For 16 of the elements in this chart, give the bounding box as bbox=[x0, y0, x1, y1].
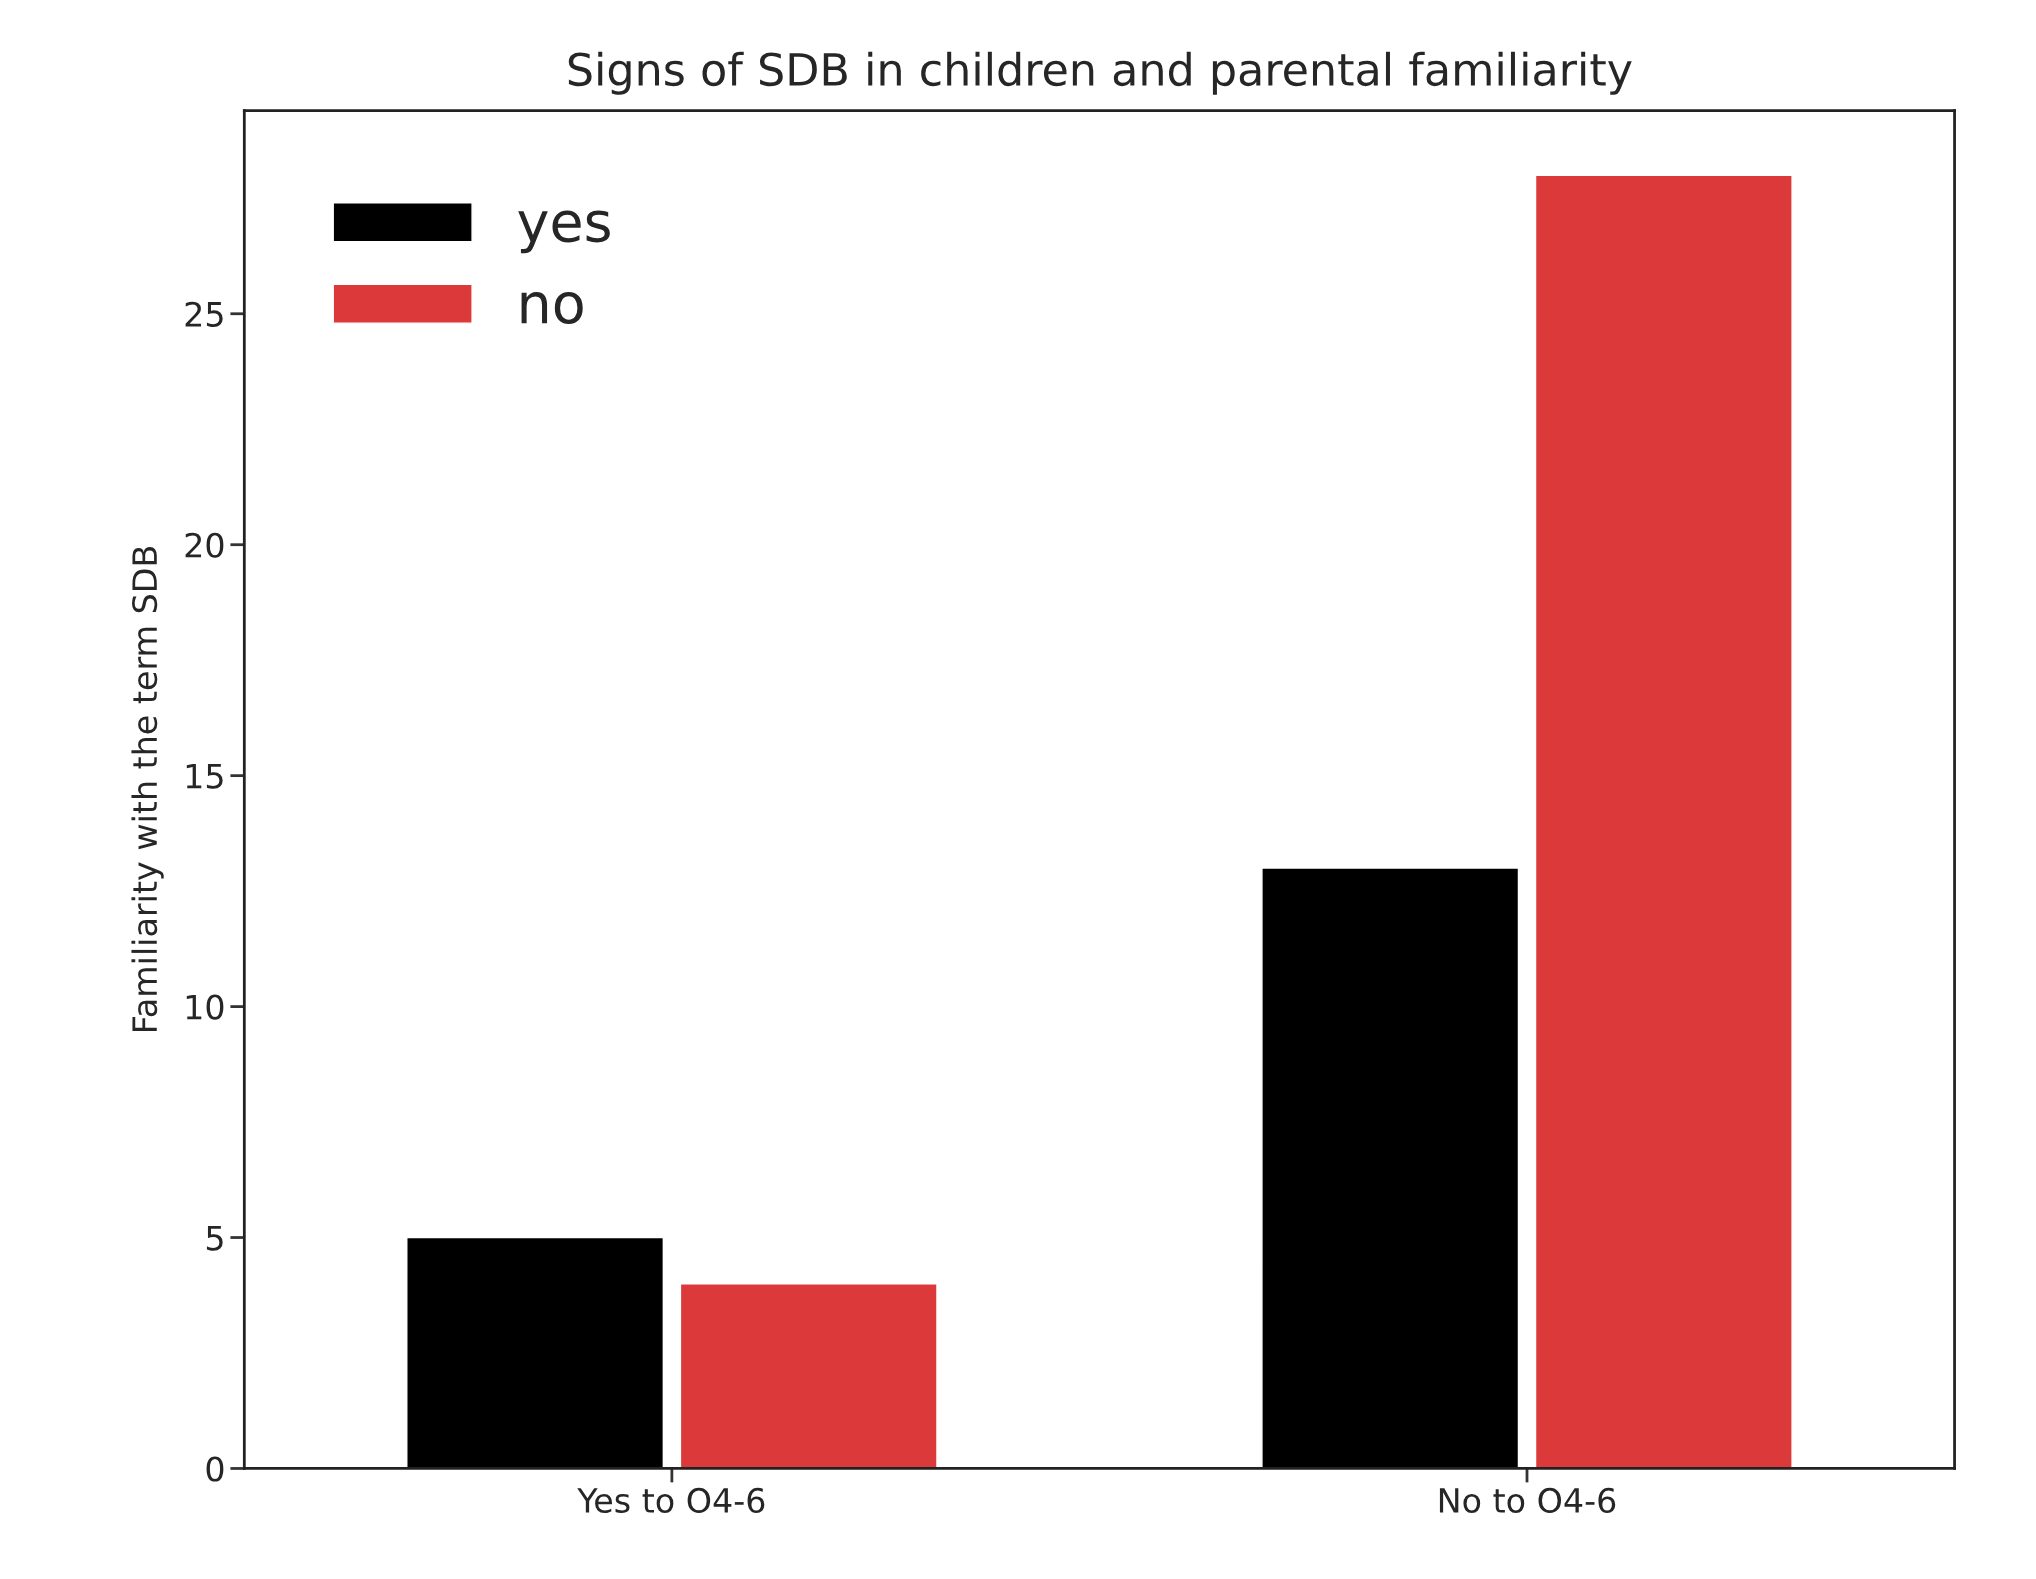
legend-label: no bbox=[521, 292, 583, 324]
bar bbox=[1534, 174, 1793, 1469]
x-tick-label: No to O4-6 bbox=[1439, 1487, 1616, 1514]
y-tick-label: 20 bbox=[185, 532, 224, 558]
y-tick-label: 25 bbox=[185, 301, 223, 327]
bar bbox=[679, 1283, 938, 1469]
y-tick-label: 15 bbox=[186, 764, 223, 789]
legend-label: yes bbox=[518, 210, 610, 254]
y-axis-title: Familiarity with the term SDB bbox=[131, 547, 164, 1032]
y-tick-label: 5 bbox=[206, 1225, 223, 1251]
y-tick-label: 0 bbox=[206, 1456, 224, 1482]
bar bbox=[406, 1236, 665, 1469]
y-tick-label: 10 bbox=[186, 994, 224, 1020]
x-tick-label: Yes to O4-6 bbox=[577, 1487, 765, 1514]
bar bbox=[1261, 867, 1520, 1469]
chart-title: Signs of SDB in children and parental familiarity bbox=[568, 51, 1632, 95]
